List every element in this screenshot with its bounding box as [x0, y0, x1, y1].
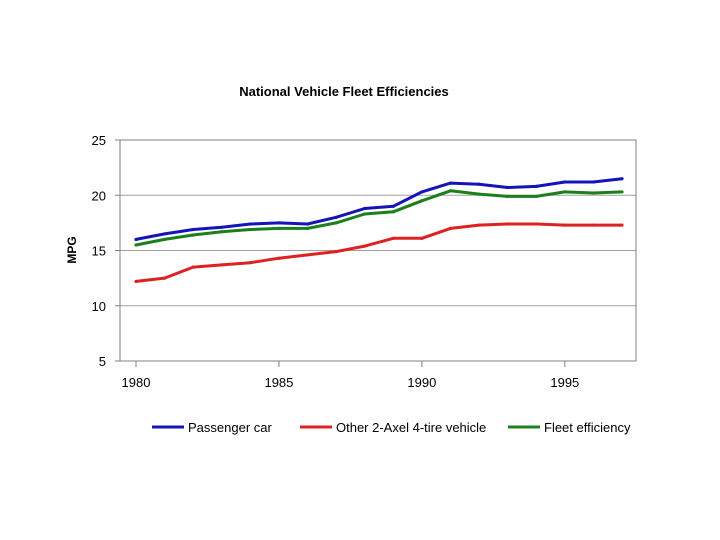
y-axis-title: MPG [65, 236, 79, 263]
series-2-point-1980 [134, 243, 138, 247]
series-0-point-1993 [506, 185, 510, 190]
series-1-point-1994 [534, 222, 538, 226]
series-1-point-1991 [448, 226, 453, 230]
legend-label-0: Passenger car [188, 420, 272, 435]
series-2-point-1984 [248, 227, 252, 232]
series-2-point-1988 [363, 212, 367, 216]
y-tick-label-15: 15 [92, 244, 106, 259]
series-1-point-1984 [248, 261, 252, 265]
series-lines [134, 177, 624, 284]
series-2-point-1994 [534, 194, 538, 198]
series-1-point-1980 [134, 279, 138, 284]
series-1-point-1987 [334, 250, 338, 254]
gridlines [120, 139, 636, 362]
series-1-point-1988 [363, 244, 367, 248]
y-tick-label-20: 20 [92, 188, 106, 203]
series-1-point-1993 [506, 222, 510, 226]
series-0-point-1997 [620, 177, 624, 181]
series-2-point-1991 [448, 189, 453, 193]
series-1-point-1992 [477, 223, 481, 227]
series-0-point-1988 [363, 206, 367, 211]
legend-label-2: Fleet efficiency [544, 420, 631, 435]
series-1-point-1996 [591, 223, 596, 227]
series-0-point-1985 [277, 221, 281, 225]
series-2-point-1996 [591, 191, 596, 195]
series-0-point-1981 [162, 232, 167, 236]
legend: Passenger car Other 2-Axel 4-tire vehicle… [152, 420, 631, 435]
series-1-point-1990 [420, 236, 424, 240]
series-0-point-1995 [563, 180, 567, 184]
series-2-point-1992 [477, 192, 481, 196]
x-tick-label-1980: 1980 [122, 375, 151, 390]
series-1-point-1989 [391, 236, 395, 240]
series-0-point-1986 [305, 222, 310, 226]
series-1-point-1995 [563, 223, 567, 227]
series-line-0 [135, 177, 623, 241]
y-tick-label-5: 5 [99, 354, 106, 369]
series-1-point-1983 [220, 263, 224, 267]
series-1-point-1986 [305, 253, 310, 257]
series-2-point-1997 [620, 190, 624, 194]
y-tick-label-25: 25 [92, 133, 106, 148]
x-tick-labels: 1980 1985 1990 1995 [122, 375, 580, 390]
series-1-point-1997 [620, 223, 624, 227]
series-0-point-1982 [191, 227, 195, 232]
series-1-point-1982 [191, 265, 195, 269]
x-tick-label-1995: 1995 [550, 375, 579, 390]
x-tick-label-1990: 1990 [407, 375, 436, 390]
series-0-point-1996 [591, 180, 596, 184]
series-0-point-1984 [248, 222, 252, 226]
series-2-point-1982 [191, 233, 195, 237]
series-0-point-1980 [134, 237, 138, 242]
series-0-point-1991 [448, 181, 453, 185]
series-0-point-1992 [477, 182, 481, 186]
chart-title: National Vehicle Fleet Efficiencies [239, 84, 449, 99]
series-0-point-1983 [220, 225, 224, 229]
series-0-point-1987 [334, 215, 338, 219]
series-2-point-1983 [220, 230, 224, 234]
series-2-point-1985 [277, 226, 281, 230]
series-2-point-1987 [334, 221, 338, 225]
series-2-point-1981 [162, 237, 167, 242]
series-0-point-1990 [420, 190, 424, 194]
series-2-point-1993 [506, 194, 510, 198]
y-tick-labels: 5 10 15 20 25 [92, 133, 120, 369]
legend-label-1: Other 2-Axel 4-tire vehicle [336, 420, 486, 435]
series-2-point-1995 [563, 190, 567, 194]
series-0-point-1989 [391, 204, 395, 208]
x-tick-label-1985: 1985 [264, 375, 293, 390]
series-line-2 [135, 189, 623, 247]
series-0-point-1994 [534, 184, 538, 189]
x-tick-marks [135, 361, 566, 367]
series-line-1 [135, 222, 622, 283]
series-2-point-1989 [391, 210, 395, 214]
series-2-point-1990 [420, 199, 424, 203]
series-2-point-1986 [305, 226, 310, 230]
series-1-point-1985 [277, 256, 281, 260]
series-1-point-1981 [162, 276, 167, 280]
y-tick-label-10: 10 [92, 299, 106, 314]
